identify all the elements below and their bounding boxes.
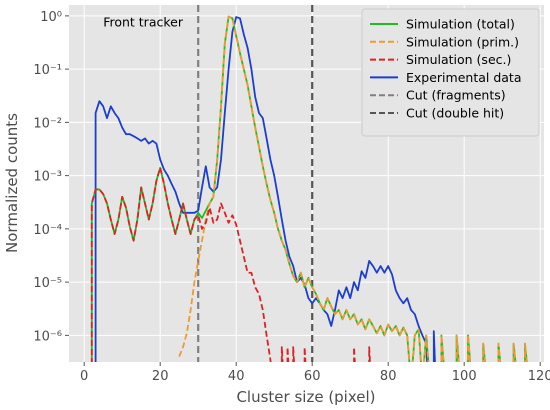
y-tick-label: 10⁻³ — [33, 170, 62, 185]
x-tick-label: 0 — [80, 369, 88, 384]
grid — [69, 5, 544, 362]
legend-label-2: Simulation (sec.) — [406, 52, 511, 67]
x-axis-ticks: 0 20 40 60 80 100 120 — [80, 362, 550, 384]
x-tick-label: 120 — [528, 369, 550, 384]
legend-label-5: Cut (double hit) — [406, 106, 504, 121]
x-axis-label: Cluster size (pixel) — [236, 388, 375, 406]
series-line-1 — [178, 15, 528, 362]
y-axis-label: Normalized counts — [3, 113, 21, 253]
y-tick-label: 10⁻¹ — [33, 63, 62, 78]
x-tick-label: 60 — [304, 369, 321, 384]
legend-label-4: Cut (fragments) — [406, 88, 506, 103]
legend: Simulation (total) Simulation (prim.) Simu… — [361, 8, 540, 137]
legend-box — [361, 8, 540, 137]
x-tick-label: 80 — [380, 369, 397, 384]
x-tick-label: 100 — [452, 369, 477, 384]
y-tick-label: 10⁻⁵ — [33, 276, 62, 291]
x-tick-label: 20 — [152, 369, 169, 384]
y-tick-label: 10⁻⁴ — [33, 223, 62, 238]
y-tick-label: 10⁰ — [40, 10, 62, 25]
annotation-front-tracker: Front tracker — [103, 15, 184, 30]
series-line-2 — [90, 166, 371, 362]
legend-label-3: Experimental data — [406, 70, 522, 85]
legend-label-0: Simulation (total) — [406, 17, 515, 32]
legend-label-1: Simulation (prim.) — [406, 34, 519, 49]
series-layer — [90, 15, 528, 362]
y-axis-ticks: 10⁻⁶ 10⁻⁵ 10⁻⁴ 10⁻³ 10⁻² 10⁻¹ 10⁰ — [33, 10, 69, 344]
y-tick-label: 10⁻⁶ — [33, 329, 62, 344]
series-line-3 — [94, 16, 436, 362]
x-tick-label: 40 — [228, 369, 245, 384]
y-tick-label: 10⁻² — [33, 116, 62, 131]
